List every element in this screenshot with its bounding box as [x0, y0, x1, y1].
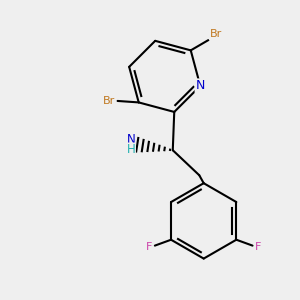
- Text: Br: Br: [103, 96, 116, 106]
- Text: H: H: [127, 143, 135, 156]
- Text: F: F: [255, 242, 262, 252]
- Text: Br: Br: [210, 29, 222, 39]
- Text: N: N: [127, 133, 135, 146]
- Text: N: N: [196, 80, 205, 92]
- Text: F: F: [146, 242, 152, 252]
